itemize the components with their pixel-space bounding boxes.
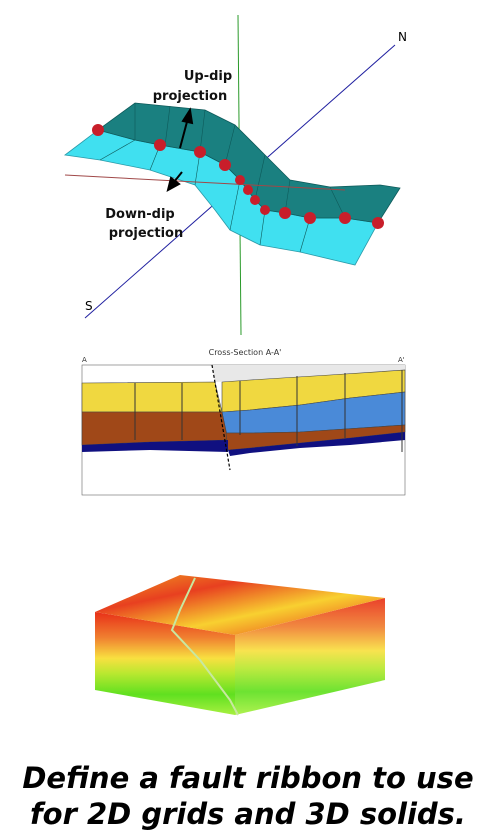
south-label: S: [85, 299, 93, 313]
caption: Define a fault ribbon to use: [22, 761, 473, 795]
cross-section: Cross-Section A-A' A A': [81, 348, 406, 496]
up-dip-label: projection: [153, 89, 227, 104]
section-line: [64, 174, 346, 191]
dip-arrows: [166, 107, 194, 192]
caption: for 2D grids and 3D solids.: [30, 797, 466, 831]
fault-ribbon-diagram: Up-dip projection Down-dip projection N …: [63, 14, 407, 336]
base-layer: [228, 432, 405, 456]
section-end-label: A: [82, 356, 87, 364]
north-label: N: [398, 30, 407, 44]
down-dip-label: Down-dip: [105, 207, 174, 222]
brown-layer: [81, 411, 229, 446]
fault-line: [211, 364, 231, 471]
up-dip-label: Up-dip: [184, 69, 232, 84]
fault-trace: [170, 577, 239, 716]
sky: [212, 365, 405, 382]
cross-section-title: Cross-Section A-A': [209, 348, 282, 357]
yellow-layer: [81, 381, 223, 413]
top-face: [95, 575, 385, 635]
wells: [134, 370, 403, 452]
fault-points: [92, 124, 384, 229]
solid-block: [95, 575, 385, 716]
front-face: [95, 612, 235, 715]
down-dip-label: projection: [109, 226, 183, 241]
base-layer: [82, 440, 228, 452]
section-end-label: A': [398, 356, 405, 364]
side-face: [235, 598, 385, 715]
